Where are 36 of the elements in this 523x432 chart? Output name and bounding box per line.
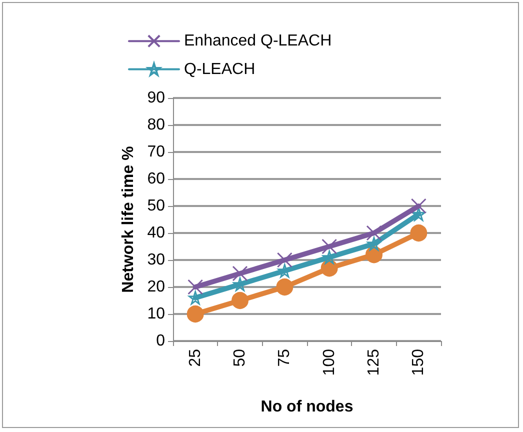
x-axis-title: No of nodes (260, 398, 354, 416)
y-tick-label: 60 (147, 170, 166, 188)
point (410, 224, 428, 242)
y-tick-label: 80 (147, 116, 166, 134)
point (276, 278, 294, 296)
y-tick-label: 50 (147, 198, 166, 214)
point (188, 291, 202, 305)
point (278, 264, 292, 278)
point (322, 250, 336, 264)
y-tick-label: 30 (147, 252, 166, 268)
y-tick-label: 70 (147, 144, 166, 160)
y-tick-label: 20 (147, 278, 166, 296)
point (410, 198, 426, 214)
legend-label: Enhanced Q-LEACH (184, 32, 332, 50)
point (322, 238, 338, 254)
x-tick-label: 150 (410, 348, 428, 376)
point (233, 278, 247, 292)
y-tick-label: 0 (156, 332, 166, 350)
y-tick-label: 90 (147, 90, 166, 106)
y-tick-label: 40 (147, 224, 166, 242)
y-axis-title: Network life time % (120, 146, 137, 293)
x-tick-label: 100 (320, 348, 338, 376)
point (188, 279, 204, 295)
point (366, 225, 382, 241)
legend-label: Q-LEACH (184, 60, 256, 78)
point (232, 292, 248, 309)
x-tick-label: 50 (232, 348, 248, 367)
point (367, 237, 381, 251)
x-tick-label: 25 (186, 348, 204, 367)
x-tick-label: 125 (366, 348, 382, 376)
x-tick-label: 75 (276, 348, 294, 367)
point (186, 306, 204, 322)
y-tick-label: 10 (147, 306, 166, 322)
point (232, 266, 248, 282)
point (412, 207, 426, 221)
point (276, 252, 292, 268)
